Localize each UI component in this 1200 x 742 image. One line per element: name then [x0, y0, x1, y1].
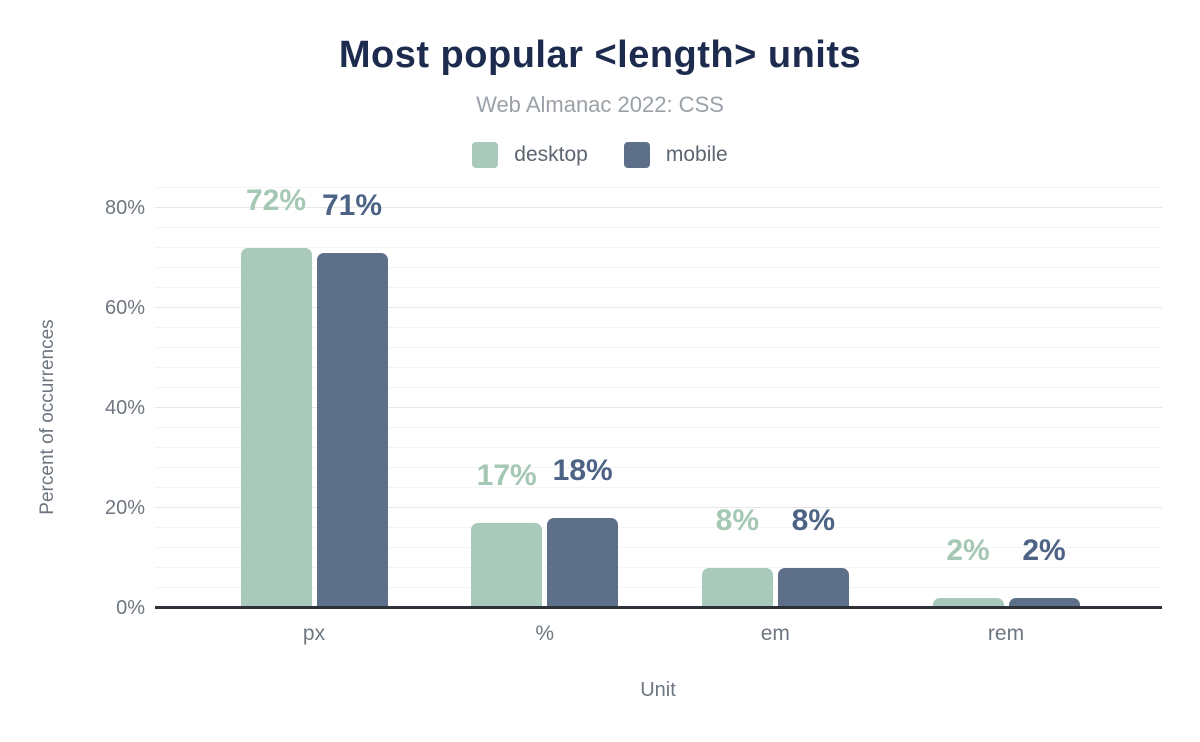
- gridline-minor: [155, 267, 1162, 268]
- value-label-desktop-pct: 17%: [476, 459, 537, 492]
- gridline-minor: [155, 587, 1162, 588]
- bar-desktop-em[interactable]: [701, 568, 773, 608]
- bar-desktop-rem[interactable]: [932, 598, 1004, 608]
- gridline-minor: [155, 367, 1162, 368]
- legend-swatch-mobile-icon: [623, 142, 650, 168]
- y-tick-60pct: 60%: [104, 297, 145, 319]
- y-axis-title: Percent of occurrences: [37, 319, 58, 515]
- bar-mobile-em[interactable]: [777, 568, 849, 608]
- y-tick-80pct: 80%: [104, 197, 145, 219]
- gridline-minor: [155, 347, 1162, 348]
- x-tick-pct: %: [535, 622, 554, 645]
- legend-item-mobile[interactable]: mobile: [623, 142, 728, 168]
- value-label-mobile-rem: 2%: [1022, 534, 1066, 567]
- legend-item-desktop[interactable]: desktop: [472, 142, 588, 168]
- bar-desktop-pct[interactable]: [471, 523, 543, 608]
- legend-label-desktop: desktop: [514, 143, 588, 166]
- x-axis-line: [155, 606, 1162, 609]
- value-label-desktop-px: 72%: [245, 184, 307, 217]
- value-label-mobile-pct: 18%: [552, 454, 613, 487]
- chart-title: Most popular <length> units: [338, 34, 862, 76]
- gridline-minor: [155, 327, 1162, 328]
- bar-mobile-rem[interactable]: [1008, 598, 1080, 608]
- gridline-minor: [155, 227, 1162, 228]
- value-label-mobile-em: 8%: [791, 504, 836, 537]
- gridline-minor: [155, 487, 1162, 488]
- gridline-minor: [155, 447, 1162, 448]
- x-axis-title: Unit: [640, 679, 676, 701]
- gridline-major: [155, 407, 1162, 408]
- legend: desktop mobile: [0, 142, 1200, 168]
- x-tick-px: px: [302, 622, 326, 645]
- legend-swatch-desktop-icon: [472, 142, 499, 168]
- gridline-major: [155, 507, 1162, 508]
- value-label-mobile-px: 71%: [321, 189, 383, 222]
- gridline-minor: [155, 387, 1162, 388]
- gridline-minor: [155, 547, 1162, 548]
- y-tick-0pct: 0%: [116, 597, 145, 619]
- gridline-minor: [155, 527, 1162, 528]
- value-label-desktop-rem: 2%: [946, 534, 990, 567]
- gridline-minor: [155, 247, 1162, 248]
- y-tick-20pct: 20%: [104, 497, 145, 519]
- x-tick-rem: rem: [987, 622, 1025, 645]
- gridline-minor: [155, 287, 1162, 288]
- gridline-minor: [155, 187, 1162, 188]
- gridline-minor: [155, 467, 1162, 468]
- x-tick-em: em: [760, 622, 790, 645]
- gridline-minor: [155, 427, 1162, 428]
- bar-mobile-pct[interactable]: [547, 518, 619, 608]
- chart-subtitle: Web Almanac 2022: CSS: [476, 92, 724, 117]
- legend-label-mobile: mobile: [665, 143, 728, 166]
- bar-desktop-px[interactable]: [240, 248, 312, 608]
- gridline-minor: [155, 567, 1162, 568]
- value-label-desktop-em: 8%: [715, 504, 760, 537]
- gridline-major: [155, 307, 1162, 308]
- y-tick-40pct: 40%: [104, 397, 145, 419]
- bar-mobile-px[interactable]: [316, 253, 388, 608]
- gridline-major: [155, 207, 1162, 208]
- plot-area: 72% 71% 17% 18% 8% 8% 2% 2%: [155, 178, 1162, 609]
